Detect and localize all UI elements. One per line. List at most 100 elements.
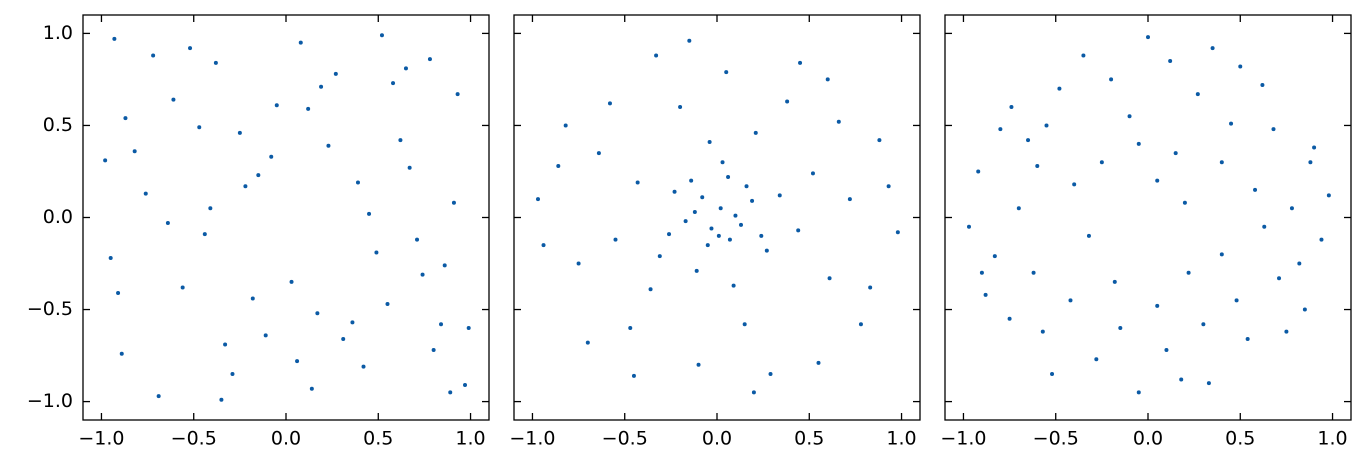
point — [983, 292, 988, 297]
point — [1260, 82, 1265, 87]
point — [607, 101, 612, 106]
point — [751, 390, 756, 395]
point — [1179, 377, 1184, 382]
point — [759, 233, 764, 238]
point — [219, 397, 224, 402]
point — [709, 226, 714, 231]
point — [733, 213, 738, 218]
point — [1219, 160, 1224, 165]
point — [151, 53, 156, 58]
point — [448, 390, 453, 395]
point — [269, 154, 274, 159]
point — [1319, 237, 1324, 242]
point — [361, 364, 366, 369]
y-tick-label: −0.5 — [27, 298, 73, 320]
point — [230, 371, 235, 376]
point — [678, 105, 683, 110]
point — [998, 127, 1003, 132]
point — [112, 36, 117, 41]
point — [798, 60, 803, 65]
point — [420, 272, 425, 277]
point — [724, 70, 729, 75]
point — [696, 362, 701, 367]
point — [836, 119, 841, 124]
point — [731, 283, 736, 288]
point — [123, 116, 128, 121]
point — [1099, 160, 1104, 165]
plot-frame — [513, 14, 921, 421]
point — [895, 230, 900, 235]
point — [188, 46, 193, 51]
point — [992, 254, 997, 259]
point — [202, 232, 207, 237]
point — [326, 143, 331, 148]
point — [877, 138, 882, 143]
point — [250, 296, 255, 301]
point — [1044, 123, 1049, 128]
point — [289, 279, 294, 284]
point — [1271, 127, 1276, 132]
point — [1164, 348, 1169, 353]
point — [1234, 298, 1239, 303]
point — [143, 191, 148, 196]
point — [213, 60, 218, 65]
point — [237, 130, 242, 135]
point — [119, 351, 124, 356]
point — [1112, 279, 1117, 284]
point — [585, 340, 590, 345]
point — [654, 53, 659, 58]
point — [613, 237, 618, 242]
point — [1284, 329, 1289, 334]
point — [1040, 329, 1045, 334]
point — [720, 160, 725, 165]
point — [753, 130, 758, 135]
point — [976, 169, 981, 174]
point — [208, 206, 213, 211]
point — [1302, 307, 1307, 312]
point — [407, 165, 412, 170]
point — [319, 84, 324, 89]
point — [694, 268, 699, 273]
point — [1201, 322, 1206, 327]
x-tick-label: −1.0 — [940, 428, 986, 450]
point — [309, 386, 314, 391]
point — [466, 325, 471, 330]
point — [1016, 206, 1021, 211]
point — [868, 285, 873, 290]
point — [431, 348, 436, 353]
point — [556, 163, 561, 168]
x-tick-label: −0.5 — [602, 428, 648, 450]
point — [367, 211, 372, 216]
point — [1186, 270, 1191, 275]
point — [132, 149, 137, 154]
point — [180, 285, 185, 290]
point — [1086, 233, 1091, 238]
x-tick-label: −1.0 — [78, 428, 124, 450]
point — [825, 77, 830, 82]
plot-frame — [82, 14, 490, 421]
point — [263, 333, 268, 338]
point — [1009, 105, 1014, 110]
point — [687, 38, 692, 43]
y-tick-label: 0.5 — [43, 114, 73, 136]
point — [103, 158, 108, 163]
point — [1308, 160, 1313, 165]
point — [1031, 270, 1036, 275]
point — [442, 263, 447, 268]
point — [1182, 200, 1187, 205]
x-tick-label: 0.0 — [702, 428, 732, 450]
x-tick-label: 1.0 — [1317, 428, 1347, 450]
point — [165, 221, 170, 226]
point — [1326, 193, 1331, 198]
plot-frame — [944, 14, 1352, 421]
point — [692, 209, 697, 214]
point — [398, 138, 403, 143]
x-tick-label: −0.5 — [171, 428, 217, 450]
point — [1155, 303, 1160, 308]
point — [727, 237, 732, 242]
point — [667, 232, 672, 237]
point — [979, 270, 984, 275]
point — [385, 302, 390, 307]
point — [1081, 53, 1086, 58]
point — [1072, 182, 1077, 187]
